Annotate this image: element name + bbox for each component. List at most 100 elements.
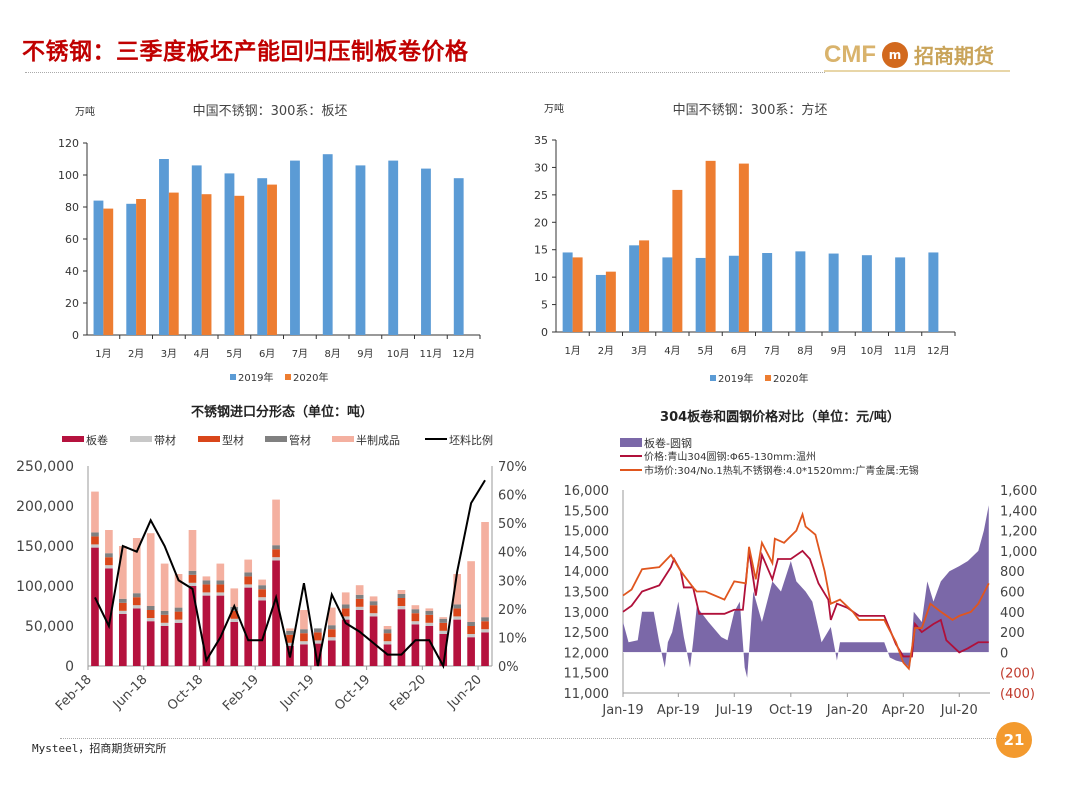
bar-2019年-3月 (629, 245, 640, 332)
x-tick-label: 4月 (664, 345, 680, 357)
bar-型材-Apr-18 (118, 602, 127, 611)
bar-管材-Aug-18 (174, 607, 183, 612)
bar-管材-Oct-19 (369, 601, 378, 606)
bar-板卷-Jul-18 (160, 626, 169, 666)
bar-型材-Sep-19 (355, 598, 364, 607)
bar-板卷-May-20 (467, 637, 475, 666)
bar-2019年-4月 (191, 165, 202, 335)
y-tick-label: 100,000 (16, 579, 74, 595)
y2-tick-label: 600 (1000, 586, 1025, 601)
legend-swatch (62, 436, 84, 442)
logo-cmf-text: CMF (824, 40, 876, 68)
x-tick-label: Jan-19 (601, 703, 643, 718)
bar-带材-Jan-19 (244, 584, 253, 588)
legend-label: 2019年 (718, 372, 753, 385)
bar-管材-Jan-19 (244, 572, 253, 577)
bar-半制成品-May-18 (132, 538, 141, 594)
bar-型材-May-18 (132, 597, 141, 606)
bar-半制成品-Mar-18 (105, 530, 113, 554)
bar-管材-May-19 (300, 629, 308, 634)
x-tick-label: 11月 (420, 348, 443, 360)
bar-2020年-5月 (705, 160, 716, 332)
bar-带材-Jun-19 (314, 640, 322, 644)
x-tick-label: Oct-19 (332, 672, 374, 714)
bar-板卷-Feb-20 (425, 626, 434, 666)
legend-swatch (265, 436, 287, 442)
bar-2019年-1月 (93, 200, 104, 335)
y-tick-label: 120 (58, 137, 79, 150)
x-tick-label: Jul-20 (940, 703, 978, 718)
bar-带材-Oct-18 (202, 592, 211, 596)
y-tick-label: 14,500 (564, 545, 610, 560)
x-tick-label: Oct-19 (769, 703, 813, 718)
bar-2019年-8月 (795, 251, 806, 332)
bar-带材-Apr-20 (453, 616, 462, 620)
bar-带材-Apr-19 (286, 642, 294, 646)
x-tick-label: Apr-19 (657, 703, 700, 718)
y2-tick-label: 0 (1000, 646, 1008, 661)
bar-型材-Nov-19 (383, 633, 392, 642)
legend-swatch (130, 436, 152, 442)
bar-型材-Jun-19 (314, 632, 322, 641)
bar-2020年-5月 (234, 195, 245, 335)
chart-title: 不锈钢进口分形态（单位：吨） (191, 404, 373, 420)
bar-管材-Jul-19 (327, 625, 336, 630)
bar-带材-Jun-20 (481, 629, 489, 633)
bar-管材-Feb-20 (425, 610, 434, 615)
bar-管材-Jun-18 (146, 606, 155, 610)
bar-板卷-May-19 (300, 644, 308, 666)
bar-半制成品-Mar-19 (272, 499, 280, 546)
bar-板卷-Mar-20 (439, 634, 448, 666)
bar-2020年-4月 (201, 194, 212, 335)
x-tick-label: 3月 (631, 345, 647, 357)
bar-半制成品-Jun-18 (146, 533, 155, 606)
area-板卷-圆钢 (623, 505, 989, 678)
y-tick-label: 40 (65, 265, 79, 278)
y-tick-label: 25 (534, 189, 548, 202)
bar-2019年-11月 (421, 168, 431, 335)
bar-带材-Sep-18 (188, 582, 197, 586)
legend-swatch (620, 438, 642, 447)
x-tick-label: 2月 (598, 345, 614, 357)
legend-label: 管材 (289, 433, 311, 447)
x-tick-label: Jan-20 (826, 703, 868, 718)
bar-型材-Mar-20 (439, 622, 448, 631)
bar-半制成品-Feb-20 (425, 608, 434, 611)
legend-label: 型材 (222, 433, 244, 447)
bar-带材-Jul-18 (160, 622, 169, 626)
x-tick-label: 3月 (161, 348, 177, 360)
y2-tick-label: 0% (498, 660, 519, 675)
legend-label: 2019年 (238, 371, 273, 384)
bar-半制成品-Apr-20 (453, 574, 462, 605)
title-divider (25, 72, 825, 73)
bar-半制成品-Mar-20 (439, 617, 448, 619)
y-tick-label: 200,000 (16, 499, 74, 515)
x-tick-label: Jun-18 (110, 672, 151, 713)
legend-label: 半制成品 (356, 433, 400, 447)
bar-半制成品-Feb-18 (91, 491, 99, 533)
source-note: Mysteel，招商期货研究所 (32, 742, 167, 755)
bar-2019年-9月 (355, 165, 366, 335)
bar-带材-May-19 (300, 641, 308, 645)
bar-2020年-4月 (672, 189, 683, 332)
bar-2020年-1月 (103, 208, 114, 335)
bar-2019年-7月 (290, 160, 300, 335)
bar-管材-Apr-20 (453, 604, 462, 609)
bar-2019年-1月 (562, 252, 573, 332)
bar-管材-Feb-18 (91, 532, 99, 537)
bar-型材-Mar-19 (272, 549, 280, 558)
line-round-steel-price (622, 549, 989, 658)
y2-tick-label: (200) (1000, 667, 1035, 682)
x-tick-label: 2月 (128, 348, 144, 360)
bar-2019年-5月 (695, 257, 706, 332)
bar-带材-May-18 (132, 605, 141, 609)
y-tick-label: 13,500 (564, 586, 610, 601)
y2-tick-label: (400) (1000, 687, 1035, 702)
footer-divider (60, 738, 1000, 739)
x-tick-label: 4月 (193, 348, 209, 360)
y-tick-label: 150,000 (16, 539, 74, 555)
bar-管材-Mar-19 (272, 545, 280, 550)
bar-半制成品-Apr-18 (118, 546, 127, 599)
bar-板卷-Oct-18 (202, 595, 211, 666)
x-tick-label: 5月 (697, 345, 713, 357)
